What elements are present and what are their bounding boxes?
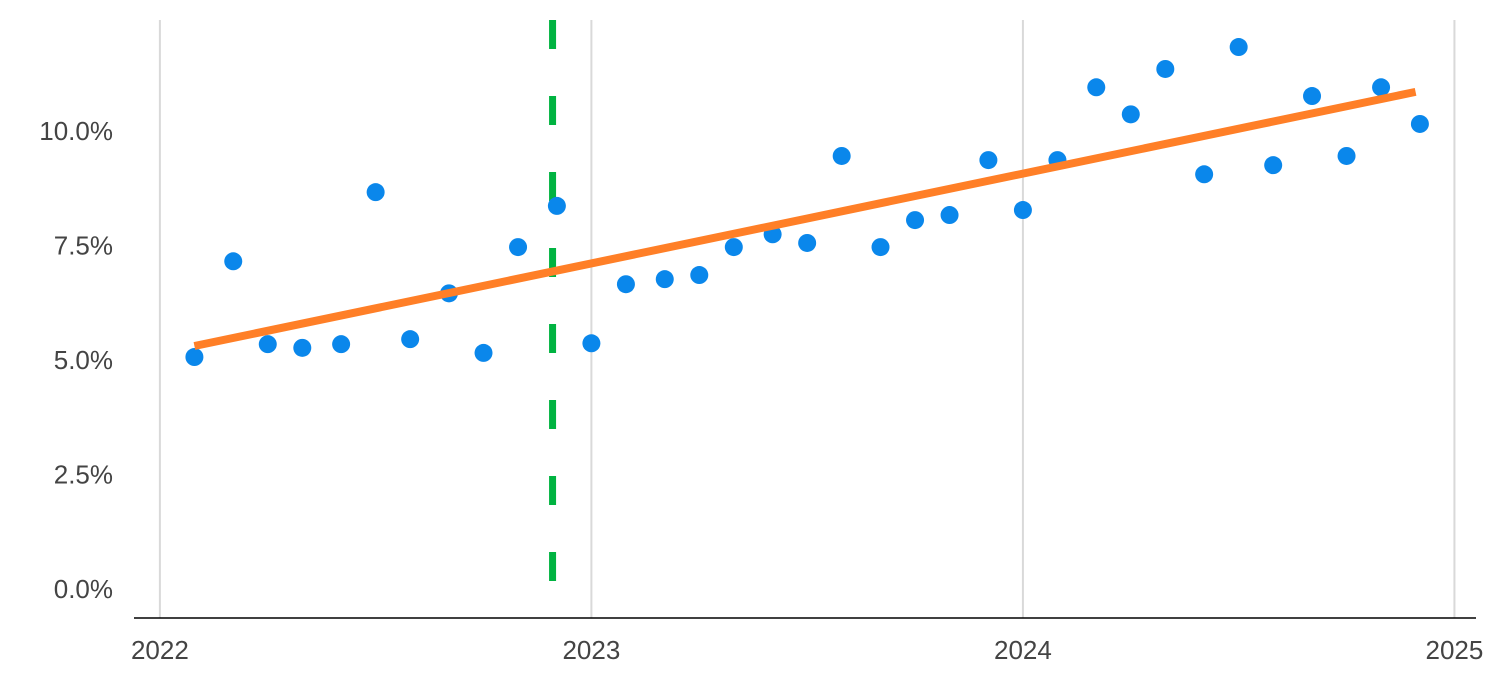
point [293, 338, 312, 357]
x-tick-label: 2025 [1426, 635, 1484, 665]
point [1195, 165, 1214, 184]
point [832, 146, 851, 165]
point [655, 270, 674, 289]
x-tick-label: 2024 [994, 635, 1052, 665]
y-tick-label: 10.0% [39, 116, 113, 146]
point [1372, 78, 1391, 97]
point [1410, 114, 1429, 133]
point [258, 335, 277, 354]
point [798, 233, 817, 252]
trend-line [193, 87, 1417, 350]
point [979, 151, 998, 170]
y-tick-label: 2.5% [54, 459, 113, 489]
point [724, 238, 743, 257]
point [366, 183, 385, 202]
point [1337, 146, 1356, 165]
point [690, 266, 709, 285]
point [332, 335, 351, 354]
point [1264, 156, 1283, 175]
point [1229, 38, 1248, 57]
point [906, 211, 925, 230]
point [940, 206, 959, 225]
point [582, 334, 601, 353]
point [474, 343, 493, 362]
point [547, 196, 566, 215]
point [401, 330, 420, 349]
point [1156, 59, 1175, 78]
x-tick-label: 2023 [562, 635, 620, 665]
point [185, 348, 204, 367]
point [1121, 105, 1140, 124]
y-tick-label: 5.0% [54, 345, 113, 375]
point [1087, 78, 1106, 97]
point [871, 238, 890, 257]
point [616, 275, 635, 294]
point [224, 252, 243, 271]
point [1303, 87, 1322, 106]
point [509, 238, 528, 257]
point [1013, 201, 1032, 220]
x-tick-label: 2022 [131, 635, 189, 665]
y-tick-label: 0.0% [54, 574, 113, 604]
y-tick-label: 7.5% [54, 230, 113, 260]
